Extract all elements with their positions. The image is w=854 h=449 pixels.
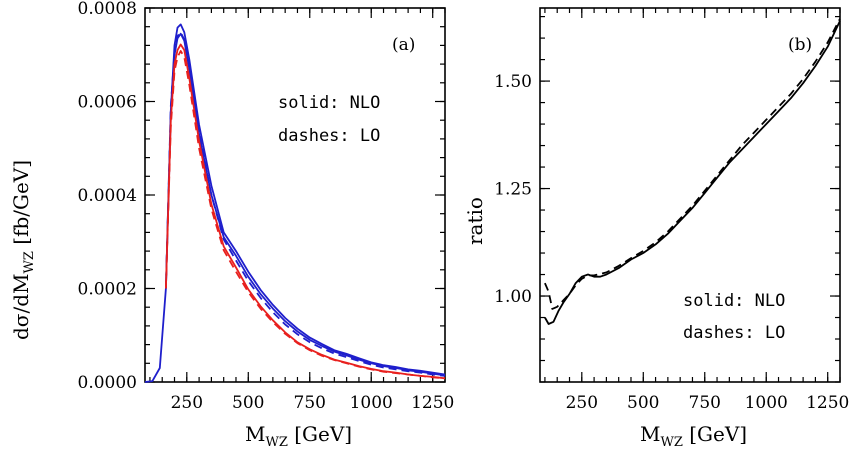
- series-line-solid-0: [544, 20, 841, 325]
- x-tick-label: 250: [566, 393, 598, 413]
- panel-a-legend-solid: solid: NLO: [278, 93, 380, 113]
- panel-b-x-axis-label: MWZ [GeV]: [640, 422, 747, 449]
- panel-a-y-ticks: 0.0000 0.0002 0.0004 0.0006 0.0008: [78, 0, 445, 393]
- y-tick-label: 0.0008: [78, 0, 137, 19]
- series-line-dashed-1: [544, 18, 841, 310]
- y-tick-label: 1.50: [494, 72, 532, 92]
- panel-b-x-ticks: 250 500 750 1000 1250: [544, 8, 849, 413]
- panel-b: 250 500 750 1000 1250 1.00 1.25 1.50 (b) solid…: [463, 7, 849, 449]
- panel-b-frame: [539, 7, 841, 383]
- y-tick-label: 0.0002: [78, 280, 137, 300]
- panel-b-xlabel-unit: [GeV]: [683, 422, 747, 446]
- x-tick-label: 500: [232, 393, 264, 413]
- x-tick-label: 1000: [745, 393, 788, 413]
- panel-b-label: (b): [788, 35, 812, 55]
- y-tick-label: 0.0004: [78, 186, 137, 206]
- x-tick-label: 1250: [806, 393, 849, 413]
- x-tick-label: 750: [689, 393, 721, 413]
- panel-a-xlabel-unit: [GeV]: [288, 422, 352, 446]
- panel-b-y-axis-label: ratio: [463, 197, 487, 245]
- panel-b-xlabel-sub: WZ: [660, 435, 682, 449]
- y-tick-label: 1.25: [494, 180, 532, 200]
- series-line-dashed-4: [165, 50, 446, 380]
- x-tick-label: 1000: [350, 393, 393, 413]
- panel-a-label: (a): [392, 35, 415, 55]
- panel-a-ylabel-sub: WZ: [22, 251, 37, 273]
- panel-a-x-axis-label: MWZ [GeV]: [245, 422, 352, 449]
- series-line-dashed-2: [165, 31, 446, 377]
- panel-a-xlabel-main: M: [245, 422, 265, 446]
- panel-a-series: [144, 23, 446, 383]
- panel-a-ylabel-unit: [fb/GeV]: [9, 160, 33, 251]
- panel-a-y-axis-label: dσ/dMWZ [fb/GeV]: [9, 160, 37, 340]
- x-tick-label: 1250: [411, 393, 454, 413]
- panel-b-legend-dashes: dashes: LO: [683, 323, 785, 343]
- panel-b-xlabel-main: M: [640, 422, 660, 446]
- series-line-solid-1: [165, 32, 446, 377]
- x-tick-label: 750: [294, 393, 326, 413]
- y-tick-label: 0.0006: [78, 93, 137, 113]
- x-tick-label: 500: [627, 393, 659, 413]
- panel-a: 250 500 750 1000 1250 0.00000.00020.00040.00…: [9, 0, 454, 449]
- y-tick-label: 1.00: [494, 287, 532, 307]
- x-tick-label: 250: [171, 393, 203, 413]
- panel-a-xlabel-sub: WZ: [265, 435, 287, 449]
- series-line-solid-3: [165, 43, 446, 380]
- panel-b-series: [544, 18, 841, 325]
- panel-b-y-ticks: 1.00 1.25 1.50: [494, 15, 840, 383]
- panel-a-x-ticks: 250 500 750 1000 1250: [149, 8, 454, 413]
- panel-b-legend-solid: solid: NLO: [683, 291, 785, 311]
- panel-a-legend-dashes: dashes: LO: [278, 126, 380, 146]
- panel-a-ylabel-main: dσ/dM: [9, 274, 33, 340]
- y-tick-label: 0.0000: [78, 373, 137, 393]
